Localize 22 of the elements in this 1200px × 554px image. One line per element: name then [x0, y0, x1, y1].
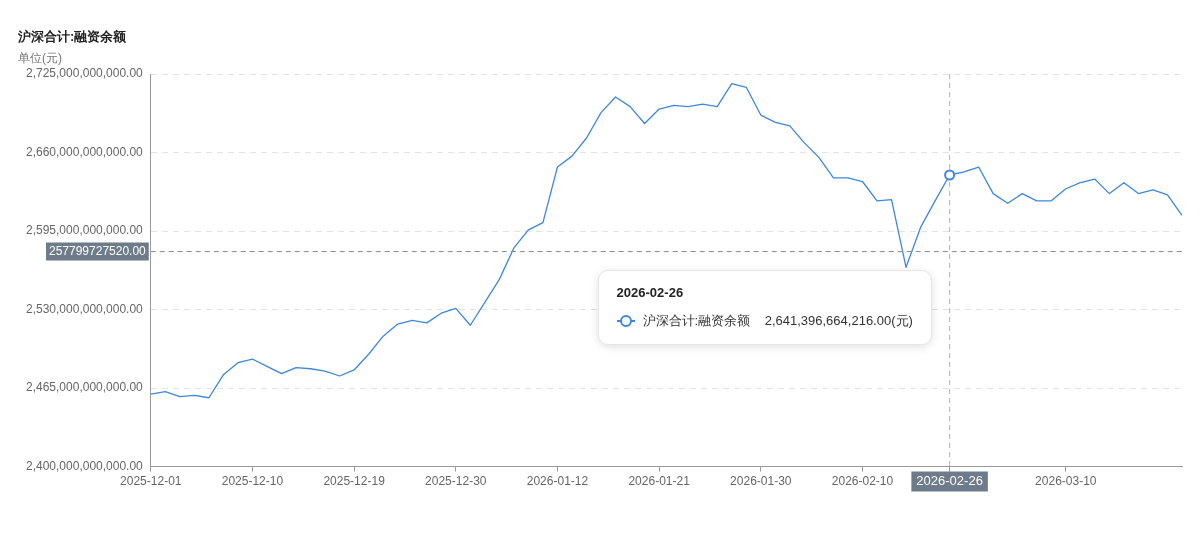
x-tick-label: 2026-01-30 — [730, 474, 792, 489]
text: 257799727520.00 — [49, 243, 147, 258]
x-tick-label: 2026-02-10 — [831, 474, 894, 489]
y-tick-label: 2,660,000,000,000.00 — [26, 144, 144, 159]
y-tick-label: 2,465,000,000,000.00 — [26, 380, 144, 395]
x-tick-label: 2025-12-10 — [221, 474, 284, 489]
x-tick-label: 2026-02-26 — [916, 473, 983, 489]
x-tick-label: 2026-01-12 — [526, 474, 589, 489]
y-tick-label: 2,725,000,000,000.00 — [26, 66, 144, 81]
annotation: 沪深合计:融资余额 2,641,396,664,216.00(元) — [642, 312, 913, 330]
chart-title: 沪深合计:融资余额 — [17, 29, 128, 45]
tooltip-panel: 2026-02-26 沪深合计:融资余额 2,641,396,664,216.00(元) — [597, 270, 932, 345]
x-tick-label: 2025-12-19 — [323, 474, 386, 489]
annotation: 2026-02-26 — [616, 284, 685, 300]
y-tick-label: 2,530,000,000,000.00 — [26, 301, 144, 316]
x-tick-label: 2026-03-10 — [1035, 474, 1097, 489]
y-tick-label: 2,400,000,000,000.00 — [26, 458, 144, 473]
text: 单位(元) — [18, 51, 62, 66]
x-tick-label: 2025-12-01 — [120, 474, 182, 489]
y-tick-label: 2,595,000,000,000.00 — [26, 223, 144, 238]
x-tick-label: 2025-12-30 — [425, 474, 487, 489]
x-tick-label: 2026-01-21 — [628, 474, 691, 489]
